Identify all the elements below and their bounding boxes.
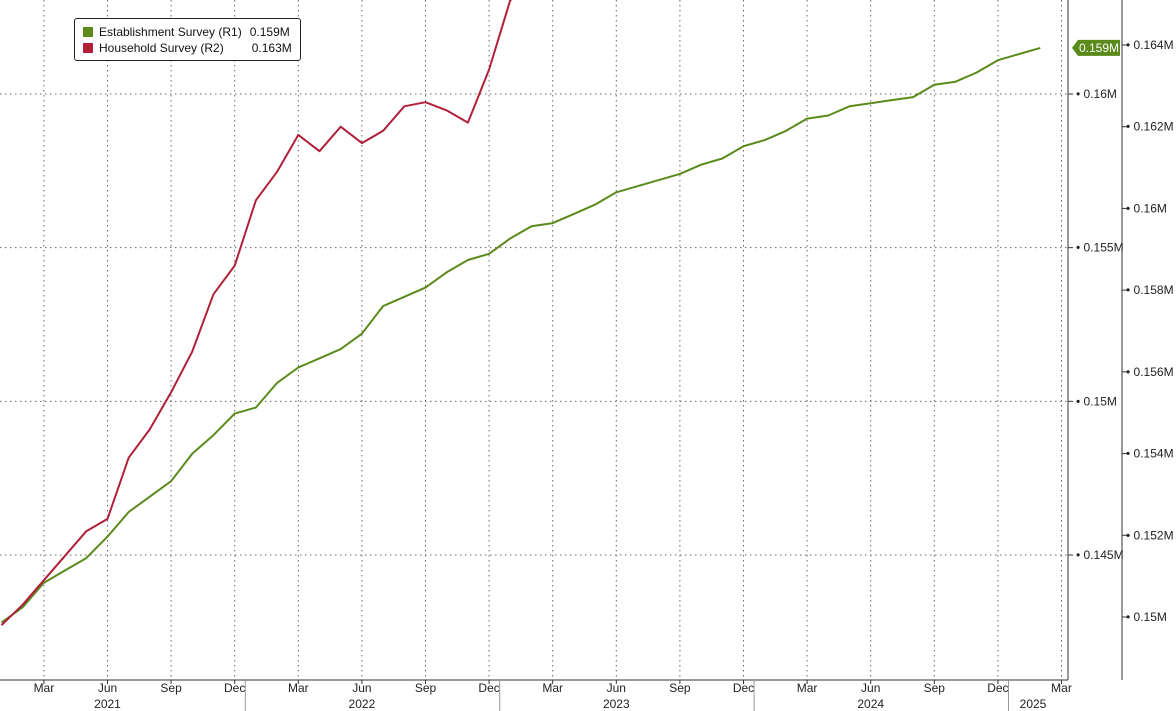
x-month-label: Jun: [861, 681, 880, 695]
x-month-label: Sep: [160, 681, 182, 695]
x-month-label: Sep: [924, 681, 946, 695]
legend-item-household: Household Survey (R2) 0.163M: [83, 40, 292, 56]
legend-label-establishment: Establishment Survey (R1): [99, 25, 242, 39]
legend-value-establishment: 0.159M: [249, 25, 290, 39]
outer-axis-tick-label: • 0.152M: [1126, 528, 1174, 542]
outer-axis-tick-label: • 0.154M: [1126, 447, 1174, 461]
last-value-tag-establishment-text: 0.159M: [1079, 41, 1119, 55]
outer-axis-tick-label: • 0.16M: [1126, 201, 1167, 215]
outer-axis-tick-label: • 0.158M: [1126, 283, 1174, 297]
inner-axis-tick-label: • 0.145M: [1076, 548, 1124, 562]
x-month-label: Mar: [542, 681, 563, 695]
inner-axis-tick-label: • 0.155M: [1076, 241, 1124, 255]
x-month-label: Mar: [288, 681, 309, 695]
x-month-label: Dec: [733, 681, 754, 695]
x-month-label: Jun: [352, 681, 371, 695]
series-line-establishment: [0, 46, 1041, 624]
inner-axis-tick-label: • 0.15M: [1076, 394, 1117, 408]
legend-value-household: 0.163M: [251, 41, 292, 55]
outer-axis-tick-label: • 0.156M: [1126, 365, 1174, 379]
x-year-label: 2024: [857, 697, 884, 711]
x-month-label: Mar: [797, 681, 818, 695]
x-month-label: Mar: [34, 681, 55, 695]
x-month-label: Jun: [607, 681, 626, 695]
x-month-label: Dec: [478, 681, 499, 695]
outer-axis-tick-label: • 0.15M: [1126, 610, 1167, 624]
x-year-label: 2021: [94, 697, 121, 711]
legend: Establishment Survey (R1) 0.159M Househo…: [74, 18, 301, 61]
outer-axis-tick-label: • 0.164M: [1126, 38, 1174, 52]
x-month-label: Mar: [1051, 681, 1072, 695]
x-year-label: 2025: [1020, 697, 1047, 711]
outer-axis-tick-label: • 0.162M: [1126, 120, 1174, 134]
legend-item-establishment: Establishment Survey (R1) 0.159M: [83, 24, 292, 40]
x-year-label: 2022: [349, 697, 376, 711]
last-value-tag-establishment-bg: [1072, 39, 1120, 56]
x-month-label: Dec: [987, 681, 1008, 695]
x-month-label: Dec: [224, 681, 245, 695]
x-year-label: 2023: [603, 697, 630, 711]
x-month-label: Sep: [415, 681, 437, 695]
legend-swatch-household: [83, 43, 93, 53]
legend-swatch-establishment: [83, 27, 93, 37]
inner-axis-tick-label: • 0.16M: [1076, 87, 1117, 101]
legend-label-household: Household Survey (R2): [99, 41, 224, 55]
x-month-label: Jun: [98, 681, 117, 695]
series-line-household: [0, 0, 513, 626]
x-month-label: Sep: [669, 681, 691, 695]
